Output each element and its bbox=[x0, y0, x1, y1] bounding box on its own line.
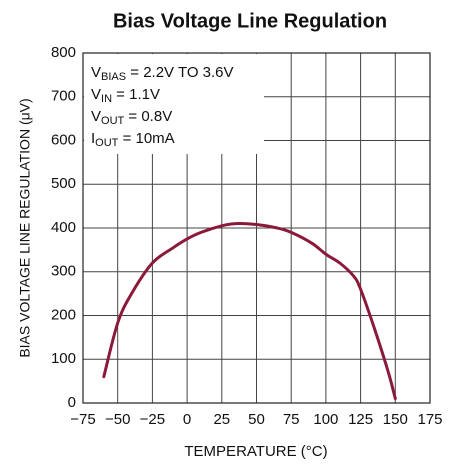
annotation-rest: = 2.2V TO 3.6V bbox=[126, 64, 233, 81]
x-tick-label: 150 bbox=[383, 411, 408, 428]
x-tick-label: 175 bbox=[417, 411, 442, 428]
y-tick-label: 200 bbox=[51, 306, 76, 323]
annotation-rest: = 0.8V bbox=[124, 108, 172, 125]
chart-title: Bias Voltage Line Regulation bbox=[113, 10, 387, 32]
annotation: VIN = 1.1V bbox=[91, 86, 160, 105]
annotation-main: V bbox=[91, 64, 101, 81]
annotation-sub: OUT bbox=[95, 137, 119, 149]
x-tick-label: 25 bbox=[213, 411, 230, 428]
annotation: VOUT = 0.8V bbox=[91, 108, 172, 127]
y-tick-label: 400 bbox=[51, 219, 76, 236]
x-tick-label: −50 bbox=[105, 411, 130, 428]
annotation: IOUT = 10mA bbox=[91, 130, 175, 149]
y-tick-label: 700 bbox=[51, 88, 76, 105]
annotation-sub: OUT bbox=[101, 115, 125, 127]
annotation-rest: = 1.1V bbox=[112, 86, 160, 103]
x-tick-label: 125 bbox=[348, 411, 373, 428]
y-axis-label: BIAS VOLTAGE LINE REGULATION (μV) bbox=[17, 98, 33, 357]
annotation-rest: = 10mA bbox=[118, 130, 174, 147]
x-axis-label: TEMPERATURE (°C) bbox=[184, 443, 327, 460]
plot-frame bbox=[82, 52, 431, 404]
y-tick-label: 600 bbox=[51, 131, 76, 148]
x-tick-label: 100 bbox=[313, 411, 338, 428]
x-tick-label: 75 bbox=[283, 411, 300, 428]
y-tick-label: 100 bbox=[51, 350, 76, 367]
x-tick-label: −75 bbox=[70, 411, 95, 428]
y-tick-label: 500 bbox=[51, 175, 76, 192]
x-tick-label: 0 bbox=[183, 411, 191, 428]
annotation-main: V bbox=[91, 86, 101, 103]
x-tick-label: 50 bbox=[248, 411, 265, 428]
annotation: VBIAS = 2.2V TO 3.6V bbox=[91, 64, 234, 83]
annotation-box bbox=[84, 54, 264, 154]
annotation-sub: IN bbox=[101, 93, 112, 105]
annotation-sub: BIAS bbox=[101, 71, 126, 83]
data-line bbox=[102, 222, 397, 401]
annotation-main: I bbox=[91, 130, 95, 147]
annotation-main: V bbox=[91, 108, 101, 125]
y-tick-label: 300 bbox=[51, 263, 76, 280]
y-tick-label: 0 bbox=[68, 394, 76, 411]
y-tick-label: 800 bbox=[51, 44, 76, 61]
x-tick-label: −25 bbox=[140, 411, 165, 428]
